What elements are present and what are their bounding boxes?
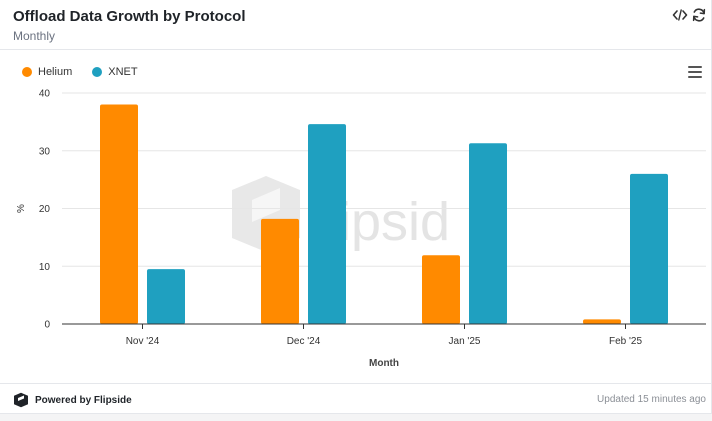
flipside-logo-icon	[14, 392, 28, 408]
bar-xnet-dec-24[interactable]	[308, 124, 346, 324]
x-axis-title: Month	[369, 358, 399, 369]
y-axis-title: %	[16, 204, 27, 213]
bar-helium-feb-25[interactable]	[583, 319, 621, 324]
x-tick-label: Feb '25	[609, 336, 642, 347]
chart-legend: Helium XNET	[22, 66, 158, 78]
refresh-icon[interactable]	[691, 7, 707, 23]
chart-subtitle: Monthly	[13, 29, 56, 43]
x-tick-label: Jan '25	[449, 336, 481, 347]
powered-by-text: Powered by Flipside	[35, 394, 132, 406]
card-header: Offload Data Growth by Protocol Monthly	[0, 0, 712, 50]
x-tick-label: Nov '24	[126, 336, 160, 347]
updated-timestamp: Updated 15 minutes ago	[597, 394, 706, 405]
legend-item-helium[interactable]: Helium	[22, 66, 72, 78]
legend-label-helium: Helium	[38, 66, 73, 78]
bar-helium-jan-25[interactable]	[422, 255, 460, 324]
legend-swatch-helium	[22, 67, 32, 77]
legend-item-xnet[interactable]: XNET	[92, 66, 138, 78]
bar-helium-nov-24[interactable]	[100, 104, 138, 324]
bar-xnet-nov-24[interactable]	[147, 269, 185, 324]
y-tick-label: 0	[44, 320, 50, 331]
bar-helium-dec-24[interactable]	[261, 218, 299, 324]
y-tick-label: 10	[39, 262, 51, 273]
y-tick-label: 30	[39, 146, 51, 157]
y-tick-label: 40	[39, 89, 51, 100]
bar-xnet-jan-25[interactable]	[469, 143, 507, 324]
card-footer: Powered by Flipside Updated 15 minutes a…	[0, 383, 712, 414]
x-tick-label: Dec '24	[287, 336, 321, 347]
powered-by-flipside-link[interactable]: Powered by Flipside	[13, 392, 132, 408]
y-tick-label: 20	[39, 204, 51, 215]
hamburger-menu-icon[interactable]	[688, 66, 702, 78]
legend-swatch-xnet	[92, 67, 103, 77]
chart-title: Offload Data Growth by Protocol	[13, 8, 246, 25]
legend-label-xnet: XNET	[108, 66, 138, 78]
code-icon[interactable]	[672, 7, 688, 23]
bar-xnet-feb-25[interactable]	[630, 173, 668, 324]
